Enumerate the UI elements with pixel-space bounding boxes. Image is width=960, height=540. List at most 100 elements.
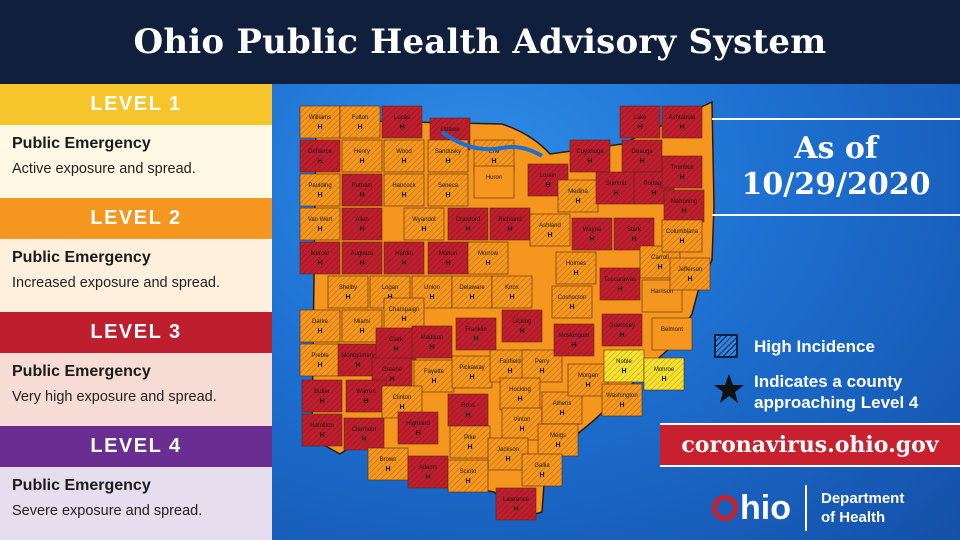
county-name-knox: Knox (505, 285, 519, 291)
county-h-mark-crawford: H (465, 226, 470, 233)
county-hatch-pickaway (452, 356, 492, 388)
county-name-wyandot: Wyandot (412, 217, 436, 223)
county-name-holmes: Holmes (566, 261, 586, 267)
county-name-montgomery: Montgomery (341, 353, 374, 359)
county-h-mark-union: H (429, 294, 434, 301)
county-name-summit: Summit (606, 181, 627, 187)
county-h-mark-putnam: H (359, 192, 364, 199)
county-h-mark-madison: H (429, 344, 434, 351)
county-van-wert: Van Wert H (299, 207, 341, 241)
level-1-desc: Active exposure and spread. (12, 161, 196, 177)
county-h-mark-clinton: H (399, 404, 404, 411)
map-panel: Williams H Fulton H Lucas H Ottawa H Defiance H He… (272, 84, 960, 540)
county-hatch-delaware (452, 276, 492, 308)
county-name-preble: Preble (311, 353, 329, 359)
county-name-monroe: Monroe (654, 367, 675, 373)
level-4-heading: LEVEL 4 (0, 426, 272, 467)
county-name-logan: Logan (382, 285, 399, 291)
website-link[interactable]: coronavirus.ohio.gov (681, 432, 939, 458)
department-name: Department of Health (821, 489, 904, 527)
county-name-lake: Lake (633, 115, 647, 121)
county-h-mark-defiance: H (317, 158, 322, 165)
level-2-title: Public Emergency (12, 249, 151, 266)
county-fulton: Fulton H (339, 105, 381, 139)
county-hatch-richland (490, 208, 530, 240)
county-hatch-warren (346, 380, 386, 412)
county-mercer: Mercer H (299, 241, 341, 275)
county-hatch-marion (428, 242, 468, 274)
county-henry: Henry H (341, 139, 383, 173)
county-hatch-knox (492, 276, 532, 308)
county-name-perry: Perry (535, 359, 549, 365)
level-1-block: LEVEL 1 Public Emergency Active exposure… (0, 84, 272, 198)
county-name-noble: Noble (616, 359, 632, 365)
county-cuyahoga: Cuyahoga H (569, 139, 611, 173)
county-hatch-morgan (568, 364, 608, 396)
county-ashland: Ashland H (529, 213, 571, 247)
county-name-muskingum: Muskingum (559, 333, 590, 339)
county-clark: Clark H (375, 327, 417, 361)
county-hancock: Hancock H (383, 173, 425, 207)
county-name-clark: Clark (389, 337, 404, 343)
county-hatch-preble (300, 344, 340, 376)
county-h-mark-auglaize: H (359, 260, 364, 267)
county-name-lawrence: Lawrence (503, 497, 530, 503)
county-hatch-van-wert (300, 208, 340, 240)
county-madison: Madison H (411, 325, 453, 359)
county-hatch-cuyahoga (570, 140, 610, 172)
county-scioto: Scioto H (447, 459, 489, 493)
county-lawrence: Lawrence H (495, 487, 537, 521)
county-h-mark-scioto: H (465, 478, 470, 485)
county-name-portage: Portage (643, 181, 665, 187)
county-name-madison: Madison (421, 335, 444, 341)
county-name-meigs: Meigs (550, 433, 566, 439)
county-name-auglaize: Auglaize (350, 251, 374, 257)
county-name-sandusky: Sandusky (435, 149, 461, 155)
county-name-scioto: Scioto (460, 469, 477, 475)
county-name-harrison: Harrison (651, 289, 674, 295)
county-name-fairfield: Fairfield (499, 359, 520, 365)
county-h-mark-pike: H (467, 444, 472, 451)
county-wayne: Wayne H (571, 217, 613, 251)
county-miami: Miami H (341, 309, 383, 343)
county-hatch-jackson (488, 438, 528, 470)
county-delaware: Delaware H (451, 275, 493, 309)
level-3-title: Public Emergency (12, 363, 151, 380)
county-hatch-darke (300, 310, 340, 342)
county-h-mark-noble: H (621, 368, 626, 375)
county-h-mark-mahoning: H (681, 208, 686, 215)
county-hatch-williams (300, 106, 340, 138)
county-name-williams: Williams (309, 115, 331, 121)
county-hatch-gallia (522, 454, 562, 486)
county-hatch-montgomery (338, 344, 378, 376)
county-shelby: Shelby H (327, 275, 369, 309)
level-3-block: LEVEL 3 Public Emergency Very high expos… (0, 312, 272, 426)
county-hatch-lawrence (496, 488, 536, 520)
county-vinton: Vinton H (501, 407, 543, 441)
county-paulding: Paulding H (299, 173, 341, 207)
county-name-union: Union (424, 285, 440, 291)
county-name-trumbull: Trumbull (670, 165, 693, 171)
county-name-fulton: Fulton (352, 115, 369, 121)
county-summit: Summit H (595, 171, 637, 205)
county-hatch-seneca (428, 174, 468, 206)
county-name-ottawa: Ottawa (440, 127, 460, 133)
as-of-date-box: As of 10/29/2020 (712, 118, 960, 216)
county-h-mark-coshocton: H (569, 304, 574, 311)
county-name-huron: Huron (486, 175, 502, 181)
county-hatch-brown (368, 448, 408, 480)
county-trumbull: Trumbull H (661, 155, 703, 189)
county-hatch-medina (558, 180, 598, 212)
level-1-title: Public Emergency (12, 135, 151, 152)
county-columbiana: Columbiana H (661, 219, 703, 253)
county-h-mark-champaign: H (401, 316, 406, 323)
county-name-licking: Licking (513, 319, 532, 325)
county-name-defiance: Defiance (308, 149, 332, 155)
county-name-ashland: Ashland (539, 223, 561, 229)
county-name-putnam: Putnam (352, 183, 373, 189)
county-hatch-coshocton (552, 286, 592, 318)
county-noble: Noble H (603, 349, 645, 383)
county-h-mark-ashland: H (547, 232, 552, 239)
url-banner: coronavirus.ohio.gov (660, 423, 960, 467)
county-name-stark: Stark (627, 227, 642, 233)
